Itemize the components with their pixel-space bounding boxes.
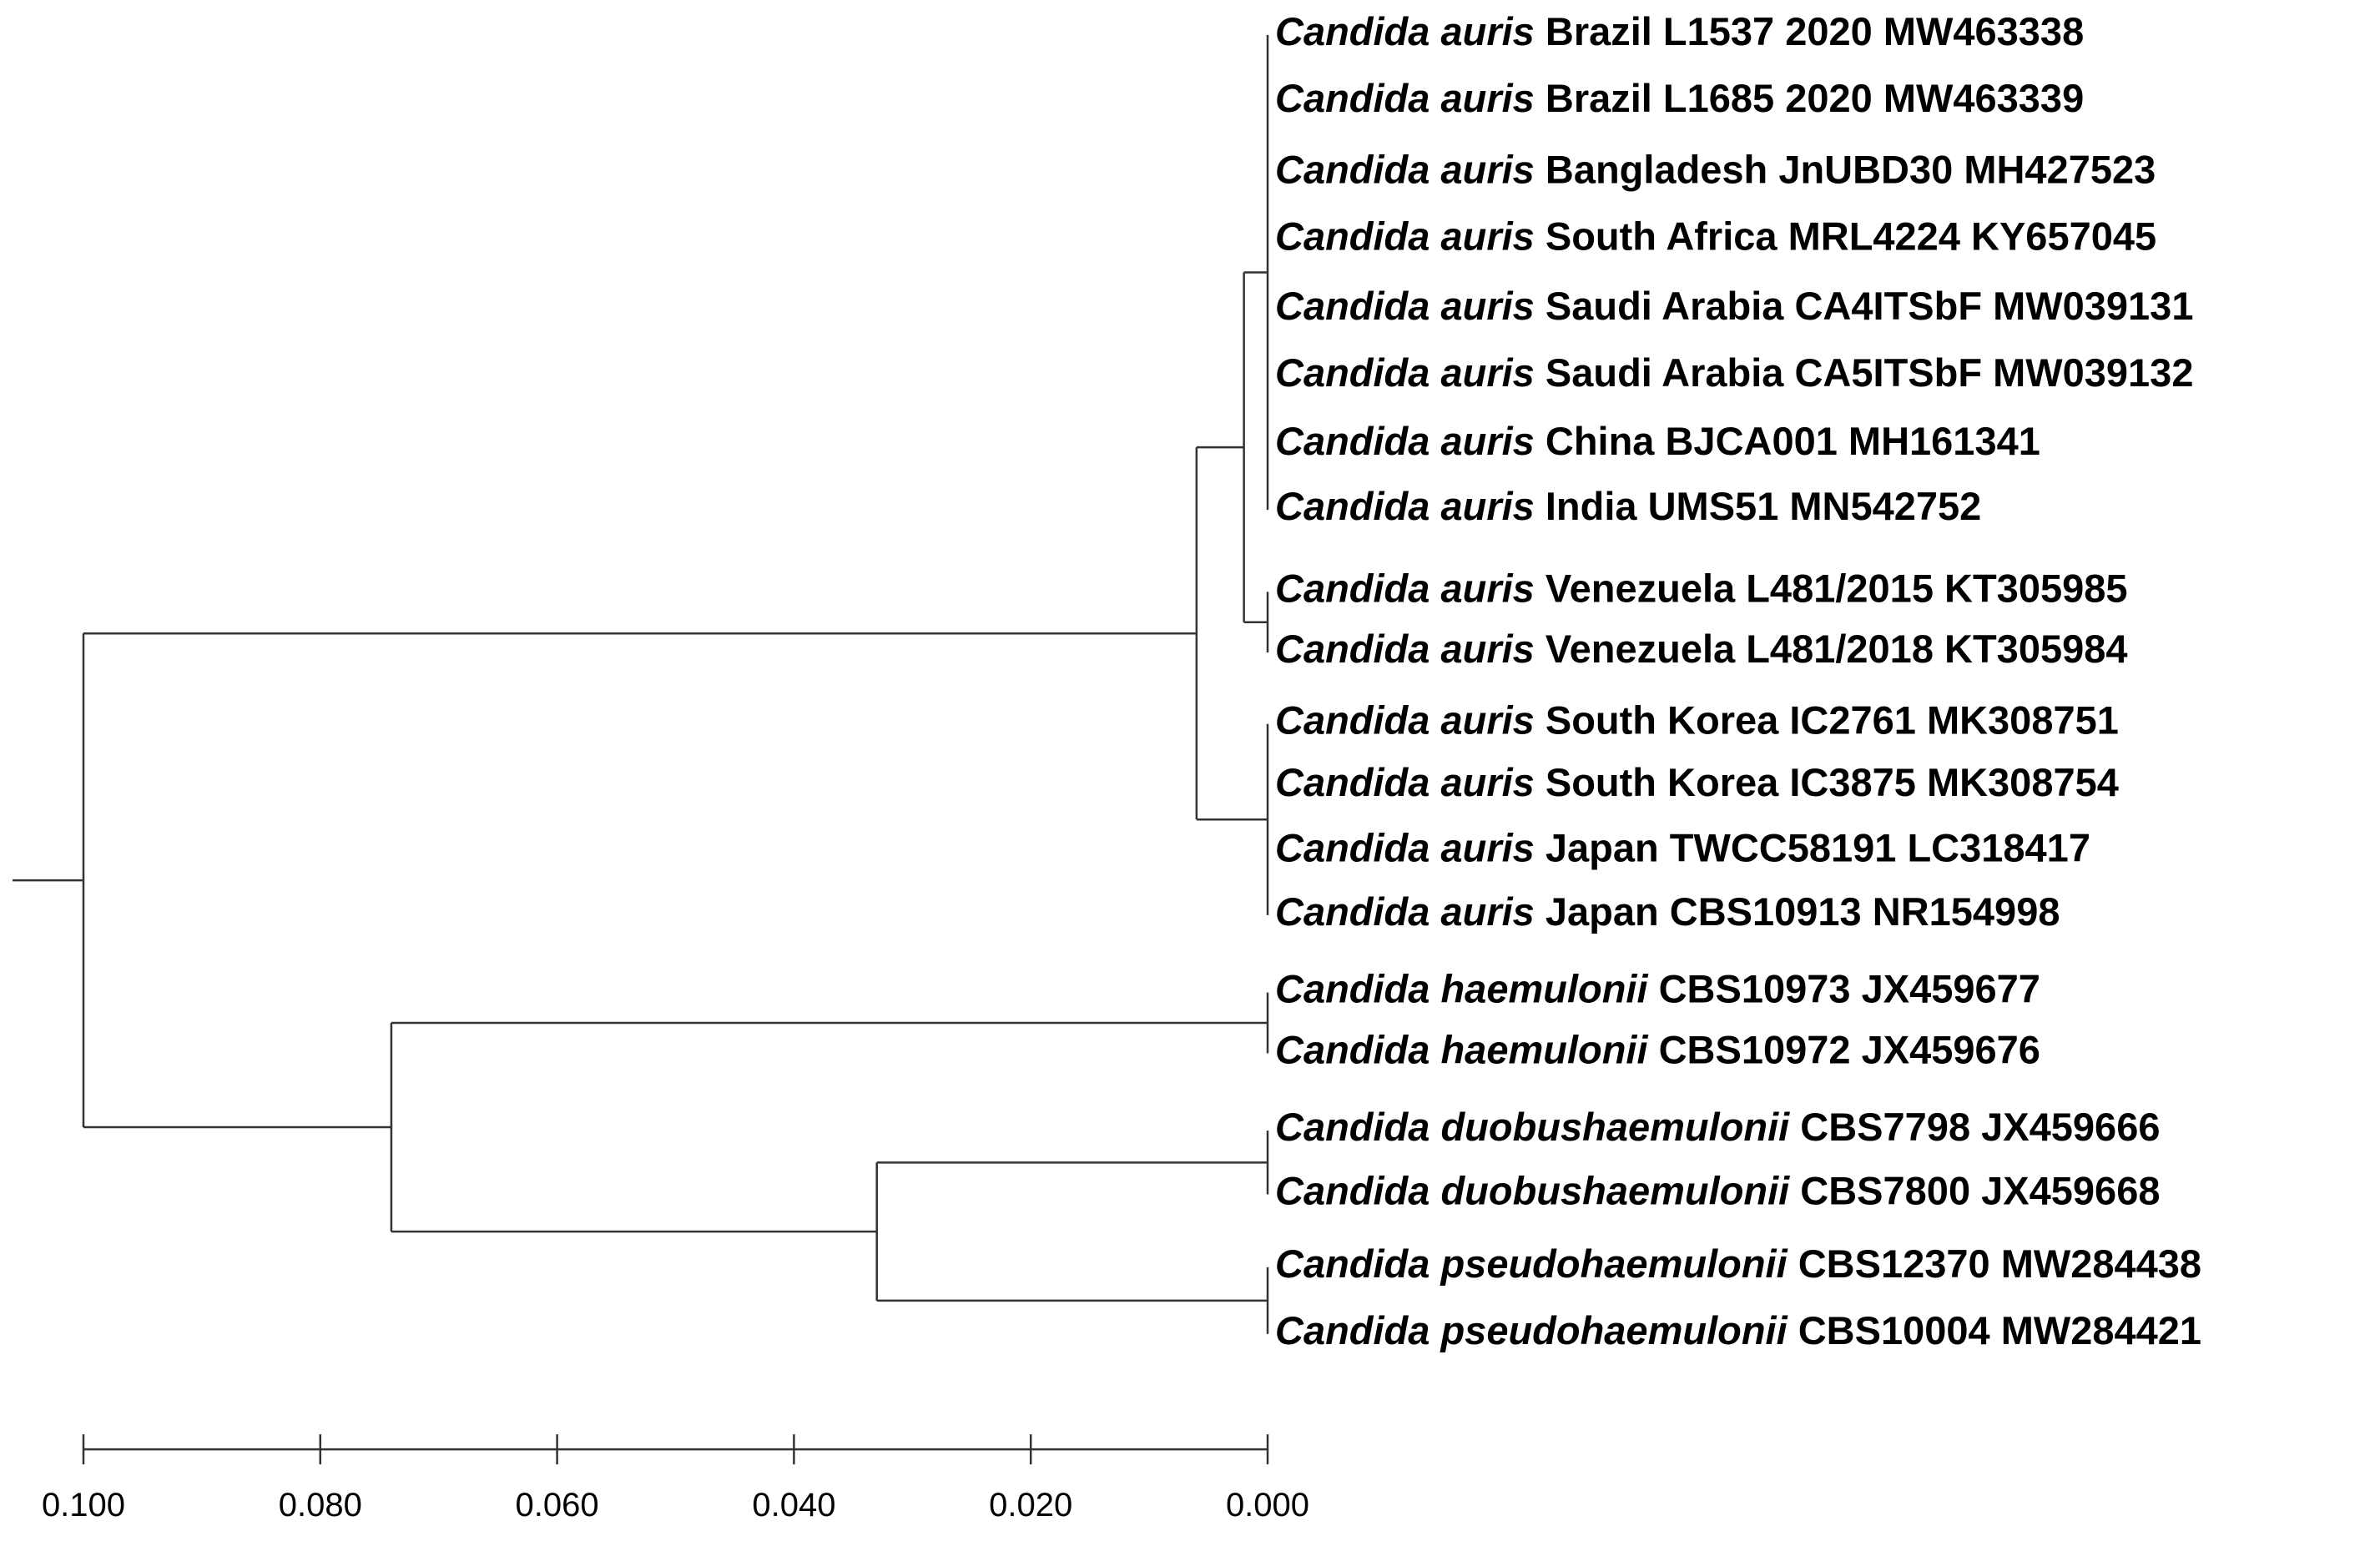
leaf-label: Candida auris China BJCA001 MH161341 [1275, 419, 2040, 463]
leaf-label: Candida pseudohaemulonii CBS10004 MW2844… [1275, 1308, 2201, 1352]
leaf-label: Candida auris India UMS51 MN542752 [1275, 485, 1981, 529]
species-name: Candida auris [1275, 889, 1535, 934]
strain-info: CBS12370 MW284438 [1798, 1241, 2201, 1286]
species-name: Candida auris [1275, 698, 1535, 743]
strain-info: Venezuela L481/2018 KT305984 [1545, 627, 2128, 672]
species-name: Candida auris [1275, 351, 1535, 395]
leaf-label: Candida pseudohaemulonii CBS12370 MW2844… [1275, 1241, 2201, 1286]
leaf-label: Candida haemulonii CBS10972 JX459676 [1275, 1028, 2040, 1072]
leaf-label: Candida auris Venezuela L481/2018 KT3059… [1275, 627, 2128, 672]
species-name: Candida auris [1275, 214, 1535, 259]
leaf-label: Candida haemulonii CBS10973 JX459677 [1275, 967, 2040, 1011]
strain-info: China BJCA001 MH161341 [1545, 419, 2040, 463]
species-name: Candida haemulonii [1275, 967, 1648, 1011]
scale-tick-label: 0.000 [1226, 1487, 1309, 1523]
species-name: Candida auris [1275, 9, 1535, 53]
leaf-label: Candida auris Brazil L1685 2020 MW463339 [1275, 76, 2084, 120]
strain-info: Saudi Arabia CA5ITSbF MW039132 [1545, 351, 2194, 395]
leaf-label: Candida auris South Korea IC3875 MK30875… [1275, 761, 2119, 805]
species-name: Candida duobushaemulonii [1275, 1105, 1790, 1150]
species-name: Candida auris [1275, 761, 1535, 805]
leaf-label: Candida auris Japan TWCC58191 LC318417 [1275, 826, 2090, 870]
leaf-label: Candida auris Venezuela L481/2015 KT3059… [1275, 567, 2128, 611]
strain-info: South Africa MRL4224 KY657045 [1545, 214, 2156, 259]
leaf-label: Candida auris Bangladesh JnUBD30 MH42752… [1275, 148, 2156, 192]
leaf-label: Candida duobushaemulonii CBS7800 JX45966… [1275, 1169, 2160, 1213]
leaf-label: Candida auris Saudi Arabia CA4ITSbF MW03… [1275, 284, 2193, 328]
leaf-label: Candida auris Brazil L1537 2020 MW463338 [1275, 9, 2084, 53]
species-name: Candida auris [1275, 76, 1535, 120]
strain-info: South Korea IC2761 MK308751 [1545, 698, 2119, 743]
species-name: Candida auris [1275, 485, 1535, 529]
strain-info: Saudi Arabia CA4ITSbF MW039131 [1545, 284, 2194, 328]
species-name: Candida auris [1275, 567, 1535, 611]
scale-tick-label: 0.060 [516, 1487, 599, 1523]
strain-info: Brazil L1685 2020 MW463339 [1545, 76, 2084, 120]
strain-info: Venezuela L481/2015 KT305985 [1545, 567, 2128, 611]
strain-info: CBS10972 JX459676 [1659, 1028, 2040, 1072]
species-name: Candida auris [1275, 419, 1535, 463]
species-name: Candida auris [1275, 826, 1535, 870]
strain-info: Bangladesh JnUBD30 MH427523 [1545, 148, 2156, 192]
scale-tick-label: 0.100 [42, 1487, 125, 1523]
strain-info: Brazil L1537 2020 MW463338 [1545, 9, 2084, 53]
strain-info: CBS7798 JX459666 [1800, 1105, 2160, 1150]
leaf-label: Candida auris South Africa MRL4224 KY657… [1275, 214, 2156, 259]
species-name: Candida pseudohaemulonii [1275, 1241, 1788, 1286]
strain-info: CBS7800 JX459668 [1800, 1169, 2160, 1213]
species-name: Candida pseudohaemulonii [1275, 1308, 1788, 1352]
scale-tick-label: 0.080 [279, 1487, 362, 1523]
strain-info: CBS10004 MW284421 [1798, 1308, 2201, 1352]
leaf-label: Candida duobushaemulonii CBS7798 JX45966… [1275, 1105, 2160, 1150]
strain-info: CBS10973 JX459677 [1659, 967, 2040, 1011]
species-name: Candida auris [1275, 627, 1535, 672]
species-name: Candida haemulonii [1275, 1028, 1648, 1072]
strain-info: Japan CBS10913 NR154998 [1545, 889, 2060, 934]
scale-tick-label: 0.040 [752, 1487, 835, 1523]
strain-info: Japan TWCC58191 LC318417 [1545, 826, 2090, 870]
species-name: Candida duobushaemulonii [1275, 1169, 1790, 1213]
species-name: Candida auris [1275, 284, 1535, 328]
scale-tick-label: 0.020 [989, 1487, 1072, 1523]
species-name: Candida auris [1275, 148, 1535, 192]
strain-info: South Korea IC3875 MK308754 [1545, 761, 2119, 805]
leaf-label: Candida auris South Korea IC2761 MK30875… [1275, 698, 2119, 743]
leaf-label: Candida auris Japan CBS10913 NR154998 [1275, 889, 2060, 934]
strain-info: India UMS51 MN542752 [1545, 485, 1981, 529]
leaf-label: Candida auris Saudi Arabia CA5ITSbF MW03… [1275, 351, 2193, 395]
